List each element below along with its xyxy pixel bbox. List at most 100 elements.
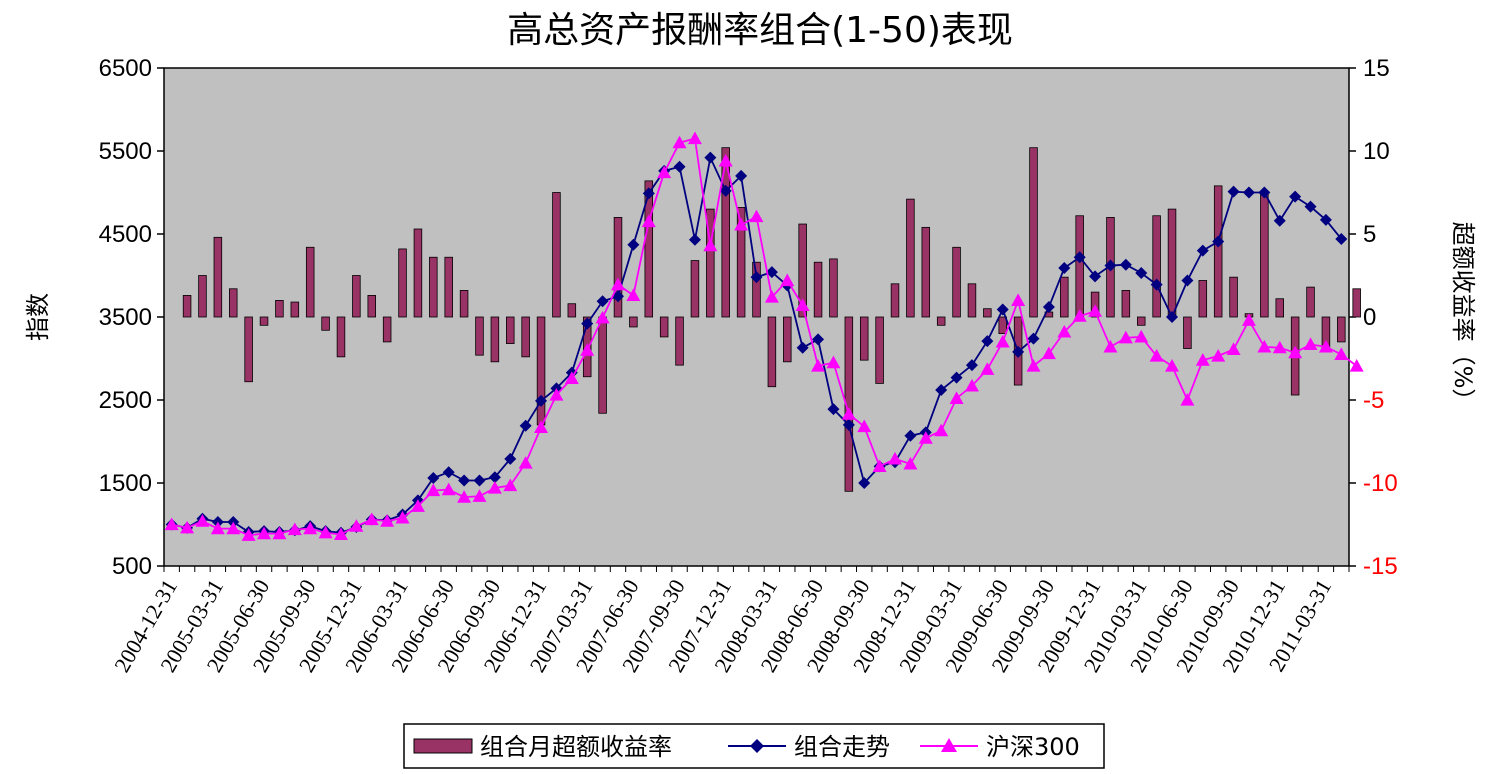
y-tick-label: 5500: [99, 138, 152, 165]
bar: [675, 316, 684, 366]
hs300-point: [1011, 293, 1026, 306]
portfolio-point: [535, 394, 548, 407]
hs300-point: [718, 153, 733, 167]
legend: 组合月超额收益率 组合走势 沪深300: [403, 723, 1105, 769]
hs300-point: [641, 214, 656, 228]
hs300-point: [1272, 340, 1287, 354]
bar: [1337, 316, 1346, 343]
portfolio-point: [1335, 232, 1348, 245]
portfolio-point: [1042, 301, 1055, 314]
bar: [798, 223, 807, 318]
bar: [490, 316, 500, 363]
portfolio-point: [1119, 258, 1132, 271]
bar: [906, 198, 915, 318]
hs300-point: [349, 519, 364, 532]
portfolio-point: [488, 471, 501, 484]
bar: [1075, 215, 1084, 318]
bar: [1136, 316, 1146, 326]
bar: [1275, 298, 1284, 318]
portfolio-point: [750, 271, 763, 284]
bar: [1306, 286, 1315, 318]
hs300-point: [487, 480, 502, 494]
portfolio-point: [1196, 244, 1209, 257]
portfolio-point: [1273, 214, 1286, 227]
hs300-point: [610, 277, 625, 291]
hs300-point: [826, 355, 841, 369]
hs300-point: [180, 520, 195, 534]
portfolio-point: [596, 295, 609, 308]
portfolio-point: [796, 341, 809, 354]
bar: [936, 316, 946, 326]
portfolio-point: [812, 333, 825, 346]
hs300-point: [518, 456, 533, 469]
bar: [475, 316, 484, 356]
portfolio-point: [1073, 251, 1086, 264]
y2-tick-label: -5: [1363, 387, 1384, 414]
bar: [721, 147, 730, 318]
portfolio-point: [688, 233, 701, 246]
bar: [659, 316, 669, 338]
bar: [767, 316, 777, 388]
bar: [1152, 215, 1161, 318]
legend-portfolio-marker: [750, 739, 764, 753]
portfolio-point: [735, 169, 748, 182]
portfolio-point: [1258, 186, 1271, 199]
bar: [244, 316, 253, 383]
hs300-point: [1057, 324, 1072, 338]
bar: [644, 180, 654, 318]
bar: [1229, 276, 1238, 318]
bar: [198, 275, 207, 318]
bar: [829, 258, 838, 318]
hs300-point: [410, 499, 425, 512]
hs300-point: [1288, 345, 1303, 359]
portfolio-point: [1242, 186, 1255, 199]
hs300-point: [764, 290, 779, 303]
y-axis-label: 指数: [24, 293, 52, 341]
hs300-point: [1041, 346, 1056, 360]
hs300-point: [703, 238, 718, 252]
bar: [552, 192, 561, 318]
portfolio-point: [904, 429, 917, 442]
bar: [367, 295, 377, 318]
hs300-point: [441, 482, 456, 496]
portfolio-point: [581, 317, 594, 330]
portfolio-point: [1150, 278, 1163, 291]
portfolio-point: [473, 474, 486, 487]
bar: [1029, 147, 1038, 318]
y2-tick-label: -10: [1363, 470, 1398, 497]
y2-tick-label: 5: [1363, 221, 1376, 248]
portfolio-point: [1304, 200, 1317, 213]
hs300-point: [888, 451, 903, 465]
hs300-point: [595, 310, 610, 324]
bar: [1198, 280, 1208, 318]
hs300-point: [1026, 358, 1041, 372]
bar: [336, 316, 346, 358]
bar: [567, 303, 577, 318]
bar: [613, 216, 623, 318]
bar: [429, 256, 438, 318]
hs300-point: [472, 489, 487, 502]
hs300-point: [241, 528, 256, 541]
bar: [506, 316, 515, 344]
portfolio-point: [627, 238, 640, 251]
portfolio-point: [1089, 270, 1102, 283]
bar: [890, 283, 900, 318]
hs300-point: [1349, 358, 1364, 372]
legend-portfolio-label: 组合走势: [794, 733, 890, 761]
portfolio-point: [1227, 185, 1240, 198]
bar: [598, 316, 607, 414]
bar: [629, 316, 638, 328]
legend-bar-swatch: [413, 738, 473, 754]
legend-bar-label: 组合月超额收益率: [480, 733, 672, 761]
bar: [921, 226, 931, 318]
hs300-point: [1226, 342, 1241, 355]
hs300-point: [995, 334, 1010, 348]
portfolio-point: [673, 160, 686, 173]
bar: [229, 288, 238, 318]
hs300-point: [749, 209, 764, 223]
hs300-point: [980, 362, 995, 375]
hs300-point: [395, 510, 410, 524]
bar: [275, 299, 284, 318]
hs300-point: [1134, 329, 1149, 343]
